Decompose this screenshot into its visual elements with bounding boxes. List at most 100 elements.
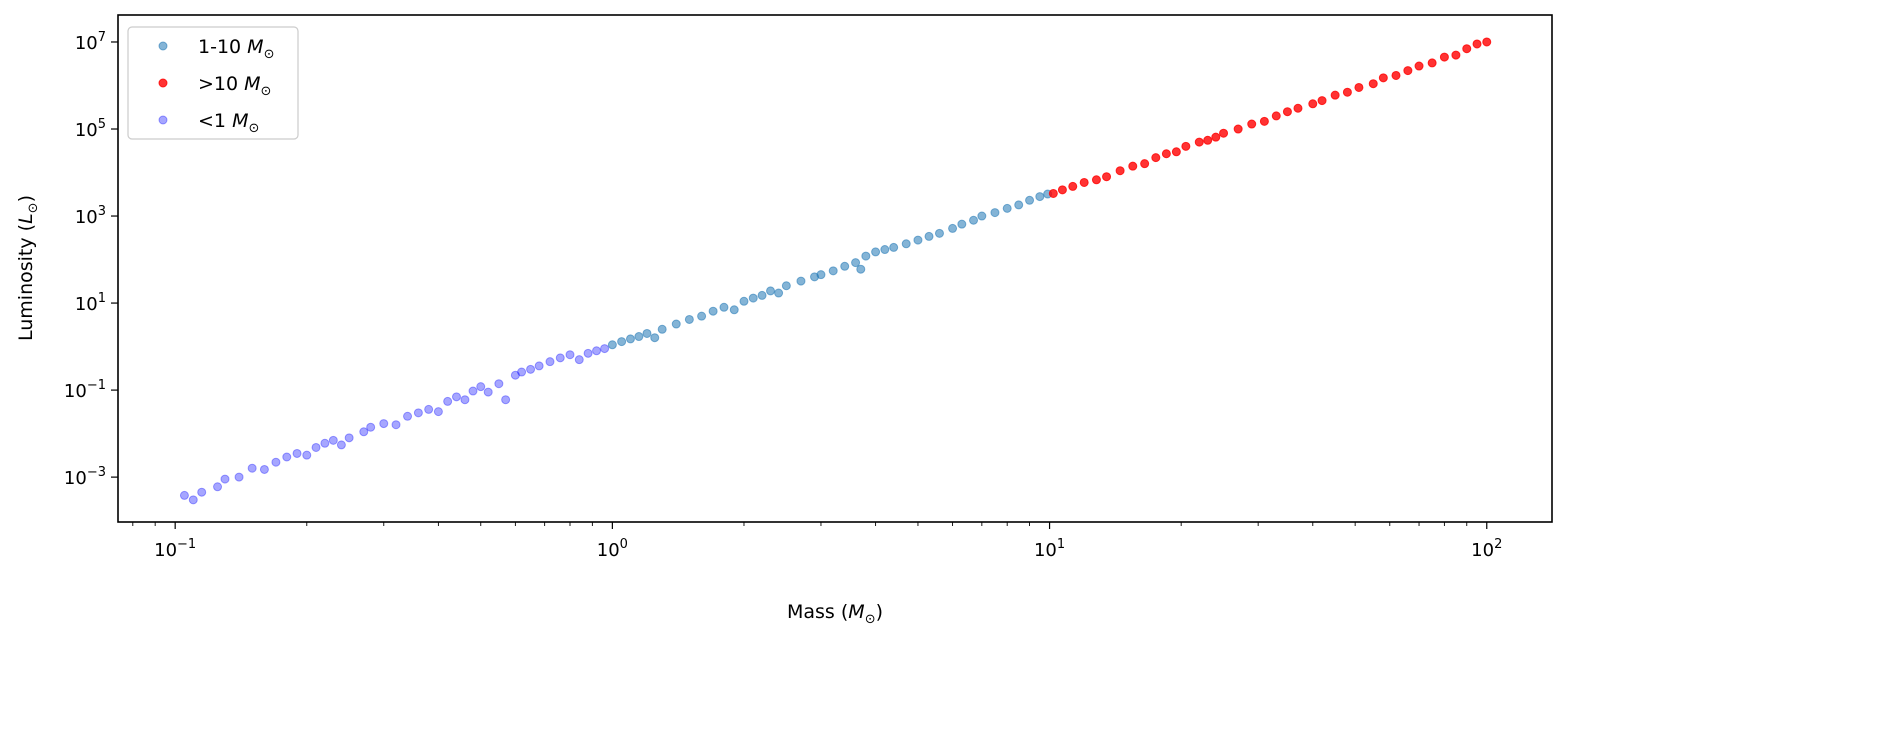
data-point [451,392,461,402]
data-point [403,411,413,421]
data-point [990,208,1000,218]
x-axis-label: Mass (M⊙) [787,601,883,627]
data-point [433,407,443,417]
data-point [1391,70,1401,80]
y-tick-label: 101 [75,291,106,315]
data-point [282,452,292,462]
data-point [1057,185,1067,195]
data-point [391,420,401,430]
data-point [697,311,707,321]
data-point [1048,188,1058,198]
data-point [460,395,470,405]
data-point [468,386,478,396]
data-point [766,286,776,296]
data-point [1414,61,1424,71]
x-tick-label: 101 [1034,537,1065,561]
data-point [856,264,866,274]
data-point [1427,58,1437,68]
data-point [302,450,312,460]
data-point [1293,103,1303,113]
data-point [1128,161,1138,171]
data-point [344,433,354,443]
data-point [234,472,244,482]
data-point [889,242,899,252]
data-point [1330,90,1340,100]
data-point [1079,177,1089,187]
data-point [271,457,281,467]
y-axis-ticks: 10−3 10−1 101 103 105 107 [64,30,118,489]
data-point [642,328,652,338]
data-point [1181,141,1191,151]
data-point [684,314,694,324]
data-point [1002,203,1012,213]
x-tick-label: 10−1 [154,537,196,561]
data-point [592,346,602,356]
data-point [625,334,635,344]
data-point [861,251,871,261]
data-point [969,215,979,225]
data-point [671,319,681,329]
data-point [729,305,739,315]
data-point [1233,124,1243,134]
x-tick-label: 100 [597,537,628,561]
data-point [328,435,338,445]
data-points [179,37,1492,505]
legend-label: 1-10 M⊙ [198,36,274,62]
x-tick-label: 102 [1471,537,1502,561]
data-point [574,355,584,365]
data-point [1091,175,1101,185]
data-point [1342,87,1352,97]
data-point [657,324,667,334]
data-point [534,361,544,371]
data-point [379,419,389,429]
data-point [320,438,330,448]
data-point [483,387,493,397]
data-point [583,348,593,358]
y-axis-label: Luminosity (L⊙) [15,195,41,341]
y-tick-label: 107 [75,30,106,54]
data-point [555,353,565,363]
data-point [359,427,369,437]
data-point [220,474,230,484]
data-point [1247,119,1257,129]
data-point [1282,107,1292,117]
legend-label: >10 M⊙ [198,73,271,99]
data-point [545,357,555,367]
data-point [607,340,617,350]
data-point [1308,99,1318,109]
data-point [1161,149,1171,159]
data-point [913,235,923,245]
data-point [617,337,627,347]
data-point [247,463,257,473]
data-point [424,404,434,414]
data-point [600,344,610,354]
data-point [1462,44,1472,54]
data-point [1403,66,1413,76]
data-point [796,276,806,286]
data-point [1259,116,1269,126]
data-point [1482,37,1492,47]
data-point [1439,52,1449,62]
data-point [757,290,767,300]
data-point [1354,82,1364,92]
data-point [188,495,198,505]
data-point [828,266,838,276]
data-point [213,482,223,492]
legend: 1-10 M⊙ >10 M⊙ <1 M⊙ [127,26,299,140]
data-point [1451,50,1461,60]
data-point [851,258,861,268]
data-point [517,367,527,377]
data-point [292,448,302,458]
data-point [476,382,486,392]
data-point [443,396,453,406]
data-point [1211,132,1221,142]
data-point [634,332,644,342]
data-point [977,211,987,221]
data-point [1271,111,1281,121]
data-point [1068,181,1078,191]
y-tick-label: 10−3 [64,465,106,489]
legend-marker [158,41,168,51]
data-point [1317,96,1327,106]
data-point [816,270,826,280]
